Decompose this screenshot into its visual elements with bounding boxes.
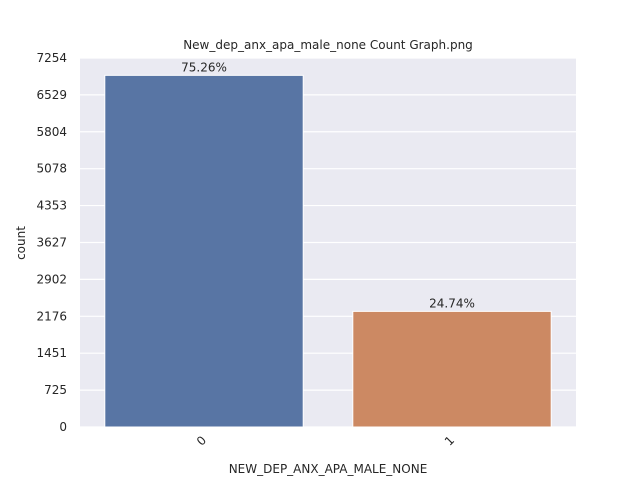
bar-1 bbox=[352, 310, 552, 428]
data-label: 75.26% bbox=[181, 60, 227, 74]
y-tick-label: 1451 bbox=[36, 346, 67, 360]
x-axis-label: NEW_DEP_ANX_APA_MALE_NONE bbox=[229, 462, 428, 476]
data-labels: 75.26% 24.74% bbox=[181, 60, 475, 310]
y-tick-label: 3627 bbox=[36, 236, 67, 250]
data-label: 24.74% bbox=[429, 296, 475, 310]
bars bbox=[104, 74, 552, 428]
y-tick-labels: 0 725 1451 2176 2902 3627 4353 5078 5804 6529 7254 bbox=[36, 51, 67, 434]
y-tick-label: 2902 bbox=[36, 272, 67, 286]
y-tick-label: 2176 bbox=[36, 309, 67, 323]
y-tick-label: 0 bbox=[59, 420, 67, 434]
bar-0 bbox=[104, 74, 304, 428]
y-tick-label: 725 bbox=[44, 383, 67, 397]
y-axis-label: count bbox=[14, 226, 28, 260]
x-tick-label: 0 bbox=[194, 433, 209, 448]
y-tick-label: 7254 bbox=[36, 51, 67, 65]
y-tick-label: 6529 bbox=[36, 88, 67, 102]
x-tick-label: 1 bbox=[442, 433, 457, 448]
y-tick-label: 5804 bbox=[36, 125, 67, 139]
y-tick-label: 5078 bbox=[36, 162, 67, 176]
chart-title: New_dep_anx_apa_male_none Count Graph.pn… bbox=[183, 38, 473, 52]
y-tick-label: 4353 bbox=[36, 199, 67, 213]
